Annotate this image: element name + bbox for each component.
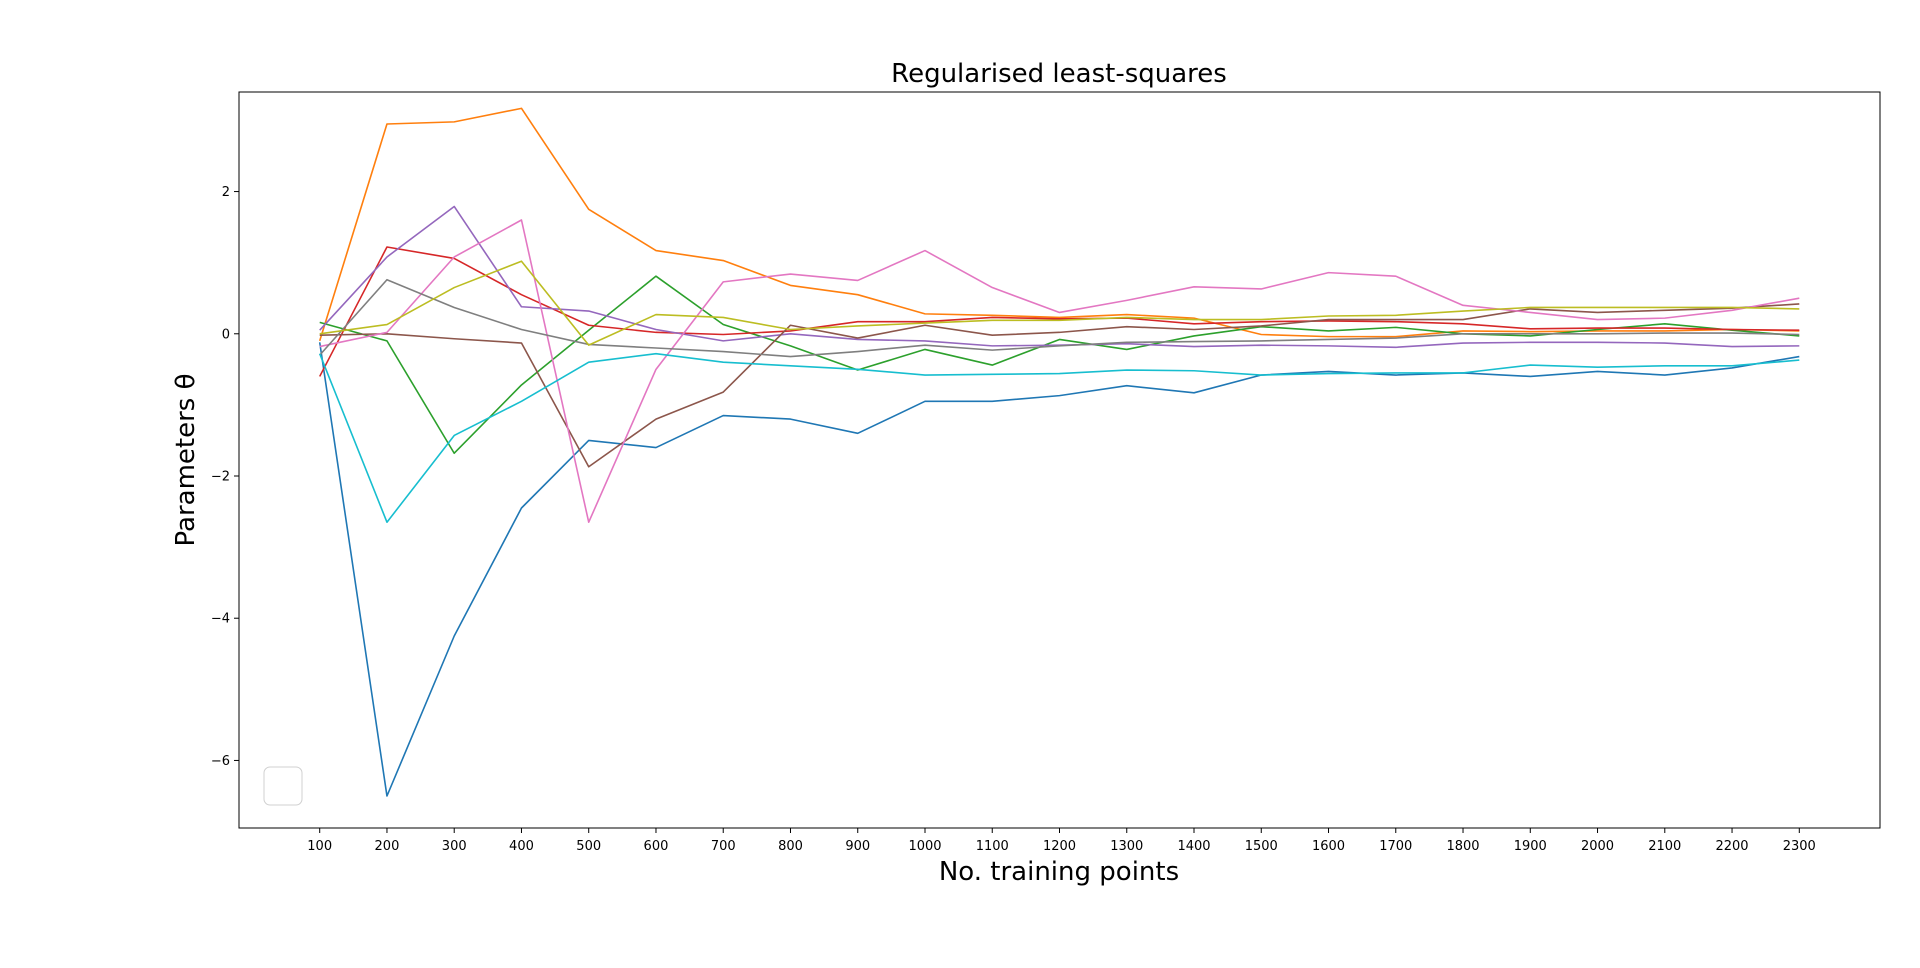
x-tick-label: 200 (375, 839, 400, 854)
series-line-7 (319, 219, 1800, 524)
x-tick-label: 600 (644, 839, 669, 854)
series-line-1 (318, 342, 1800, 797)
series-line-2 (318, 107, 1800, 342)
series-line-3 (319, 275, 1800, 455)
y-axis-label: Parameters θ (171, 374, 201, 547)
plot-area-frame (238, 91, 1881, 829)
y-tick-label: −6 (211, 754, 230, 769)
x-tick-label: 1800 (1446, 839, 1479, 854)
x-tick-label: 500 (576, 839, 601, 854)
x-tick-label: 400 (509, 839, 534, 854)
x-tick-label: 900 (845, 839, 870, 854)
series-line-10 (318, 352, 1800, 524)
x-axis-ticks: 100 200 300 400 500 600 700 800 900 1000 1100 1200 1… (307, 828, 1816, 854)
x-tick-label: 1400 (1177, 839, 1210, 854)
x-tick-label: 700 (711, 839, 736, 854)
x-tick-label: 1000 (908, 839, 941, 854)
x-tick-label: 1300 (1110, 839, 1143, 854)
y-tick-label: 0 (222, 327, 230, 342)
legend-box (263, 766, 303, 806)
series-line-9 (319, 260, 1800, 346)
x-tick-label: 1100 (976, 839, 1009, 854)
x-tick-label: 2300 (1783, 839, 1816, 854)
x-tick-label: 800 (778, 839, 803, 854)
chart-title: Regularised least-squares (891, 59, 1227, 89)
series-line-8 (319, 278, 1800, 358)
x-tick-label: 1700 (1379, 839, 1412, 854)
x-tick-label: 1900 (1514, 839, 1547, 854)
x-tick-label: 1200 (1043, 839, 1076, 854)
x-tick-label: 300 (442, 839, 467, 854)
series-line-4 (318, 246, 1800, 377)
x-tick-label: 2100 (1648, 839, 1681, 854)
x-tick-label: 100 (307, 839, 332, 854)
series-line-6 (319, 303, 1800, 468)
series-line-5 (319, 205, 1800, 349)
x-tick-label: 2000 (1581, 839, 1614, 854)
y-axis-ticks: −6 −4 −2 0 2 (211, 185, 239, 769)
x-tick-label: 1600 (1312, 839, 1345, 854)
x-tick-label: 1500 (1245, 839, 1278, 854)
y-tick-label: −2 (211, 470, 230, 485)
y-tick-label: −4 (211, 612, 230, 627)
y-tick-label: 2 (222, 185, 230, 200)
x-axis-label: No. training points (939, 857, 1179, 887)
x-tick-label: 2200 (1715, 839, 1748, 854)
series-layer (318, 107, 1800, 797)
